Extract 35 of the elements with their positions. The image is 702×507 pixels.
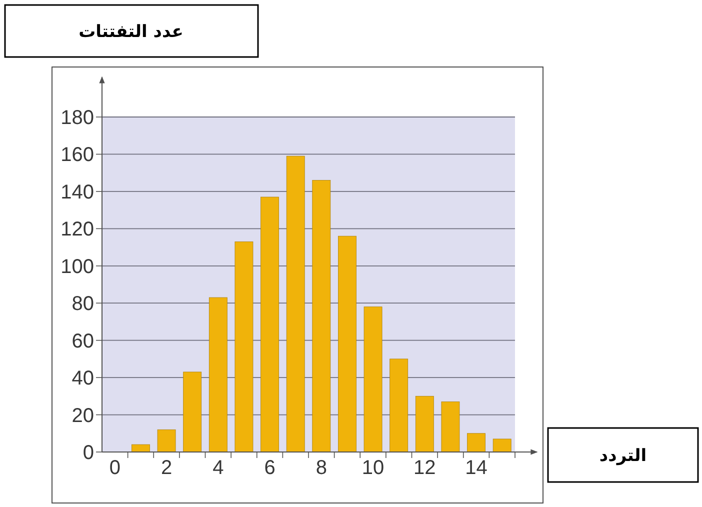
y-tick-label: 120 (60, 218, 94, 241)
bar (260, 196, 279, 452)
y-tick-label: 20 (72, 404, 94, 427)
y-tick-label: 100 (60, 256, 94, 278)
y-tick-label: 160 (60, 144, 94, 166)
x-tick-label: 2 (160, 457, 172, 479)
x-axis-title: التردد (599, 446, 647, 466)
x-tick-label: 14 (465, 457, 488, 479)
y-tick-label: 60 (72, 330, 94, 352)
bar (183, 372, 202, 452)
y-tick-label: 180 (60, 107, 94, 129)
bar (132, 444, 150, 452)
bar (492, 438, 512, 452)
x-tick-label: 0 (109, 457, 120, 479)
bar (338, 236, 356, 452)
bar (208, 297, 228, 452)
bar (234, 241, 254, 452)
y-tick-label: 80 (72, 293, 94, 316)
y-tick-label: 0 (82, 442, 94, 464)
bar (390, 358, 408, 452)
x-tick-label: 6 (264, 457, 276, 479)
bar (467, 433, 486, 452)
bar (441, 402, 460, 452)
x-tick-label: 4 (212, 457, 224, 479)
y-axis-title: عدد التفتتات (78, 22, 184, 42)
y-tick-label: 40 (72, 368, 94, 390)
x-tick-label: 8 (316, 457, 327, 479)
bar (157, 429, 176, 452)
x-tick-label: 12 (414, 457, 436, 479)
y-tick-label: 140 (60, 181, 94, 204)
bar (364, 306, 382, 452)
bar (312, 180, 331, 452)
bar (286, 156, 305, 452)
bar (415, 396, 434, 452)
x-tick-label: 10 (362, 457, 384, 479)
